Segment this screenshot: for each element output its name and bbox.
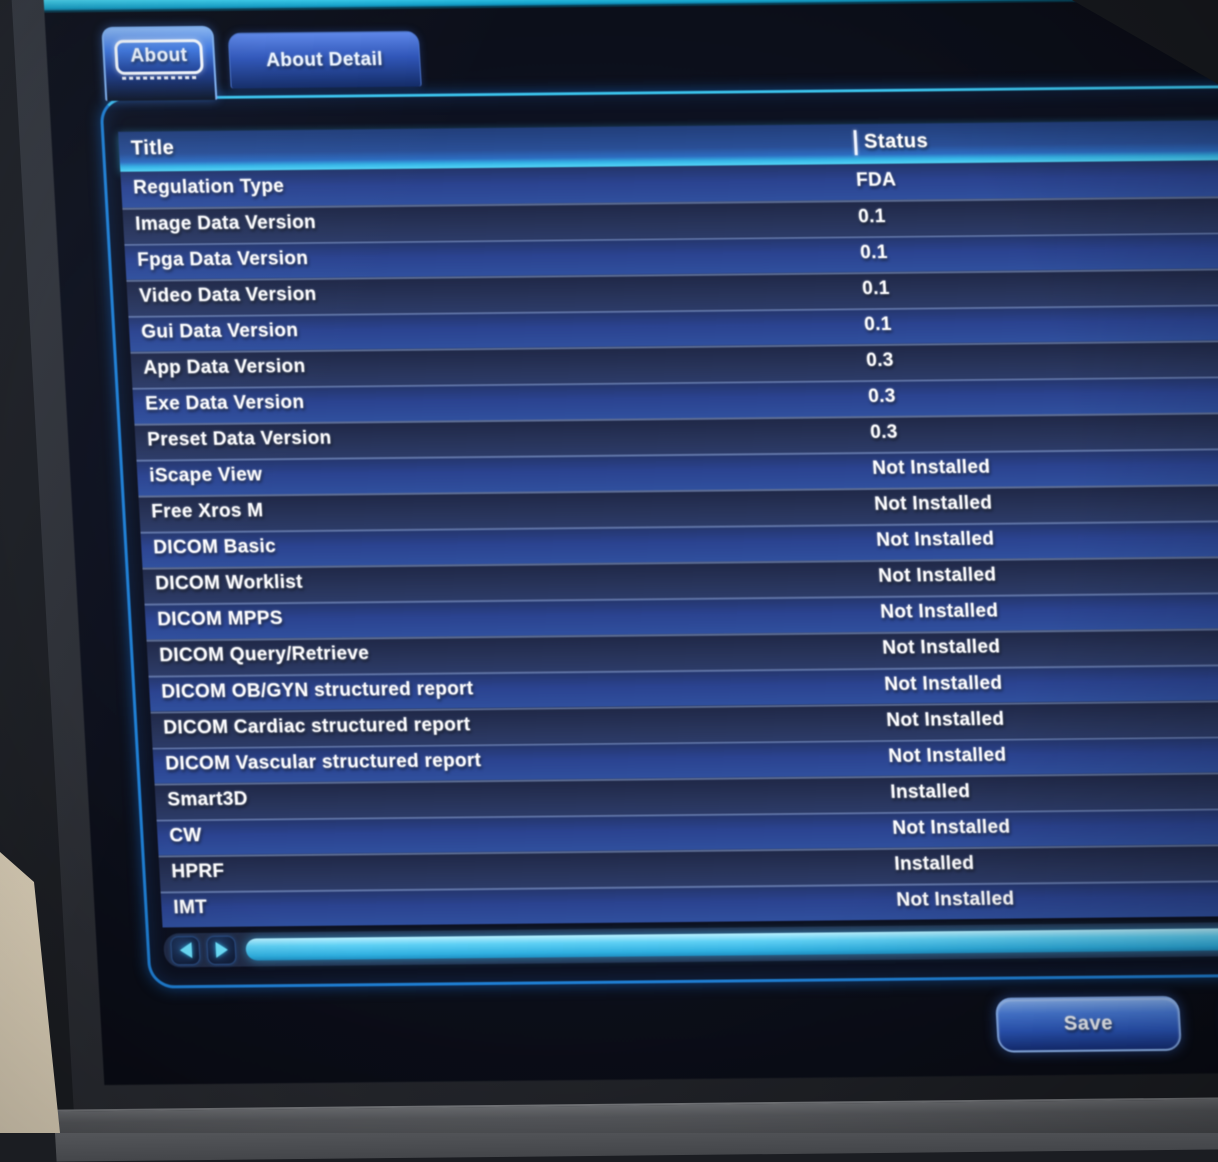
- tab-focus-frame: About: [113, 38, 205, 75]
- row-status: Not Installed: [873, 492, 993, 515]
- row-status: Not Installed: [875, 528, 995, 551]
- row-title: Image Data Version: [134, 211, 317, 235]
- row-status: Not Installed: [885, 708, 1005, 731]
- row-status: Not Installed: [877, 564, 997, 587]
- row-title: DICOM Query/Retrieve: [158, 643, 370, 667]
- tab-about-detail[interactable]: About Detail: [227, 30, 422, 89]
- row-title: DICOM Basic: [152, 536, 277, 559]
- row-title: Free Xros M: [150, 500, 265, 523]
- row-title: Video Data Version: [138, 283, 318, 307]
- about-table-body: Regulation Type FDA Image Data Version 0…: [120, 158, 1218, 928]
- column-header-title: Title: [130, 137, 175, 160]
- scrollbar-thumb[interactable]: [245, 926, 1218, 961]
- row-title: IMT: [172, 896, 208, 919]
- row-status: 0.1: [859, 241, 889, 264]
- row-title: Fpga Data Version: [136, 247, 309, 271]
- scroll-left-icon: [178, 942, 192, 959]
- monitor-bezel: About About Detail Title Status: [10, 0, 1218, 1162]
- save-button-label: Save: [1063, 1012, 1114, 1036]
- row-title: App Data Version: [142, 355, 307, 379]
- row-title: Regulation Type: [132, 176, 285, 199]
- row-status: 0.3: [865, 349, 895, 372]
- tab-label: About: [129, 44, 188, 67]
- row-status: Not Installed: [871, 456, 991, 479]
- row-status: Not Installed: [887, 744, 1007, 767]
- row-title: Preset Data Version: [146, 427, 333, 451]
- row-status: 0.1: [863, 313, 893, 336]
- horizontal-scrollbar[interactable]: [162, 920, 1218, 968]
- scroll-left-button[interactable]: [170, 935, 201, 965]
- row-status: 0.1: [857, 205, 887, 228]
- row-title: DICOM Vascular structured report: [164, 750, 482, 775]
- row-status: FDA: [855, 169, 897, 192]
- column-header-status-label: Status: [863, 130, 929, 154]
- scroll-right-button[interactable]: [206, 935, 237, 965]
- scroll-right-icon: [214, 941, 228, 958]
- row-status: Not Installed: [883, 672, 1003, 695]
- row-status: Not Installed: [891, 816, 1011, 839]
- save-button[interactable]: Save: [994, 995, 1183, 1053]
- row-status: Not Installed: [879, 600, 999, 623]
- row-status: Installed: [889, 780, 971, 803]
- row-title: Smart3D: [166, 788, 249, 811]
- row-status: 0.3: [867, 385, 897, 408]
- tab-bar: About About Detail: [101, 24, 422, 102]
- row-status: 0.3: [869, 421, 899, 444]
- row-title: CW: [168, 825, 203, 847]
- row-title: Gui Data Version: [140, 320, 299, 343]
- row-status: Installed: [893, 852, 975, 875]
- row-status: 0.1: [861, 277, 891, 300]
- top-menu-bar: [43, 0, 1218, 13]
- about-panel: Title Status Regulation Type FDA Image D…: [99, 83, 1218, 989]
- monitor-bottom-edge: [53, 1093, 1218, 1162]
- row-title: DICOM MPPS: [156, 608, 284, 631]
- column-divider: [853, 130, 858, 156]
- row-title: HPRF: [170, 860, 225, 883]
- row-title: DICOM OB/GYN structured report: [160, 678, 474, 703]
- row-status: Not Installed: [895, 888, 1015, 911]
- tab-about[interactable]: About: [101, 25, 218, 102]
- column-header-status: Status: [853, 129, 929, 156]
- tab-label: About Detail: [265, 48, 384, 71]
- row-title: DICOM Cardiac structured report: [162, 714, 472, 739]
- row-title: DICOM Worklist: [154, 571, 304, 595]
- row-title: iScape View: [148, 464, 263, 487]
- screen: About About Detail Title Status: [43, 0, 1218, 1086]
- tab-focus-frame: About Detail: [266, 49, 384, 72]
- row-title: Exe Data Version: [144, 391, 305, 415]
- row-status: Not Installed: [881, 636, 1001, 659]
